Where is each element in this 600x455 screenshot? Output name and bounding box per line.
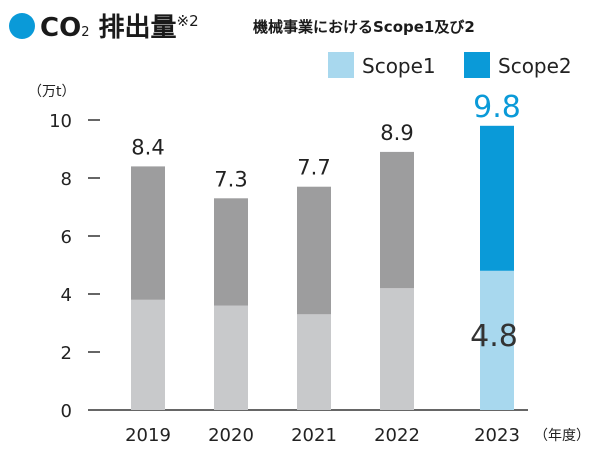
y-tick-label: 10 bbox=[49, 111, 72, 132]
bar-scope1-2019 bbox=[131, 299, 165, 410]
category-labels: 2019 2020 2021 2022 2023 bbox=[125, 425, 520, 446]
category-label-2022: 2022 bbox=[374, 425, 420, 446]
bar-scope2-2021 bbox=[297, 186, 331, 315]
y-unit-label: （万t） bbox=[28, 84, 76, 100]
bar-scope2-2022 bbox=[380, 151, 414, 289]
total-label-2022: 8.9 bbox=[380, 121, 413, 145]
category-label-2023: 2023 bbox=[474, 425, 520, 446]
bars bbox=[131, 125, 514, 410]
legend-swatch-scope2 bbox=[464, 52, 490, 78]
legend-label-scope1: Scope1 bbox=[362, 54, 436, 78]
total-label-2023: 9.8 bbox=[473, 90, 521, 125]
total-label-2020: 7.3 bbox=[214, 167, 247, 191]
bar-scope1-2020 bbox=[214, 305, 248, 410]
category-label-2020: 2020 bbox=[208, 425, 254, 446]
chart-subtitle: 機械事業におけるScope1及び2 bbox=[253, 18, 475, 36]
total-label-2021: 7.7 bbox=[297, 156, 330, 180]
total-label-2019: 8.4 bbox=[131, 135, 164, 159]
category-label-2019: 2019 bbox=[125, 425, 171, 446]
bar-scope1-2022 bbox=[380, 288, 414, 410]
bar-scope2-2023 bbox=[480, 125, 514, 271]
legend-label-scope2: Scope2 bbox=[498, 54, 572, 78]
y-tick-label: 6 bbox=[61, 227, 72, 248]
y-axis-ticks: 0 2 4 6 8 10 bbox=[49, 111, 100, 422]
legend: Scope1 Scope2 bbox=[328, 52, 572, 78]
y-tick-label: 0 bbox=[61, 401, 72, 422]
bar-scope2-2019 bbox=[131, 166, 165, 300]
y-tick-label: 4 bbox=[61, 285, 72, 306]
scope1-value-label-2023: 4.8 bbox=[470, 319, 518, 354]
data-labels: 8.4 7.3 7.7 8.9 9.8 4.8 bbox=[131, 90, 521, 354]
title-bullet-icon bbox=[9, 13, 35, 39]
category-label-2021: 2021 bbox=[291, 425, 337, 446]
bar-scope2-2020 bbox=[214, 198, 248, 306]
x-unit-label: （年度） bbox=[534, 428, 590, 444]
y-tick-label: 8 bbox=[61, 169, 72, 190]
bar-scope1-2021 bbox=[297, 314, 331, 410]
bar-scope1-2023 bbox=[480, 270, 514, 410]
y-tick-label: 2 bbox=[61, 343, 72, 364]
legend-swatch-scope1 bbox=[328, 52, 354, 78]
chart-title: CO2 排出量※2 bbox=[40, 12, 199, 43]
